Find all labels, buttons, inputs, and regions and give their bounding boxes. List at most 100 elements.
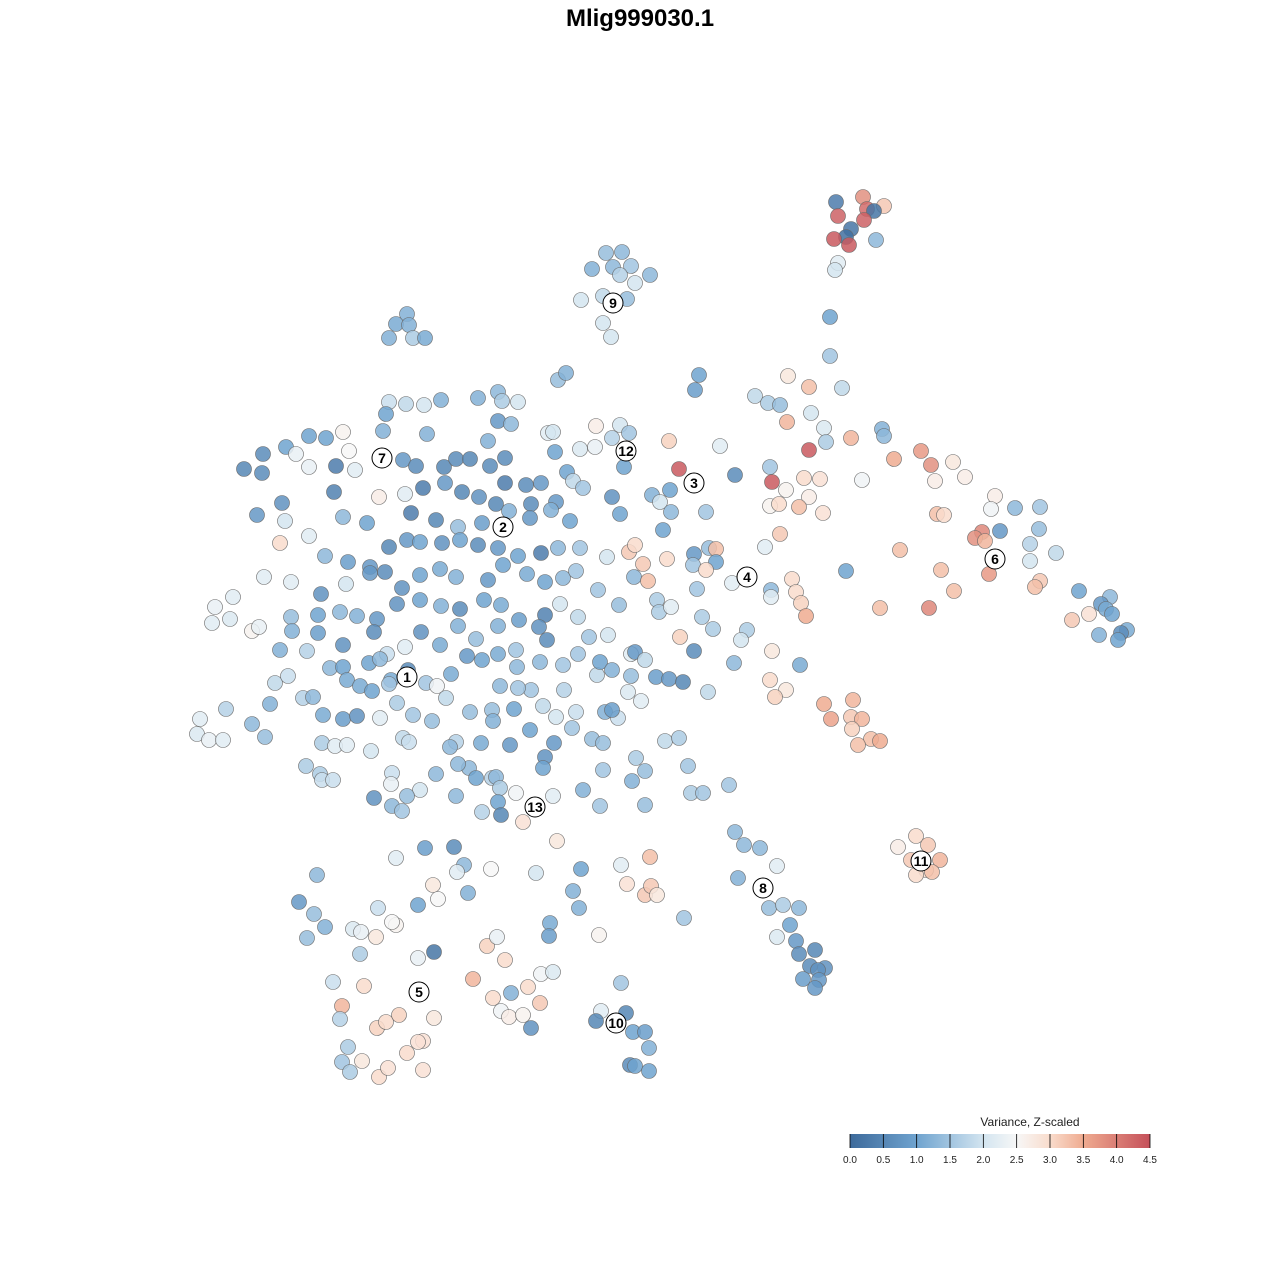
- point: [641, 1063, 657, 1079]
- point: [468, 631, 484, 647]
- point: [408, 458, 424, 474]
- cluster-label: 1: [403, 669, 411, 685]
- point: [381, 676, 397, 692]
- point: [570, 609, 586, 625]
- colorbar-tick-label: 3.0: [1043, 1155, 1057, 1166]
- point: [927, 473, 943, 489]
- point: [347, 462, 363, 478]
- point: [215, 732, 231, 748]
- point: [452, 532, 468, 548]
- point: [452, 601, 468, 617]
- point: [556, 682, 572, 698]
- point: [730, 870, 746, 886]
- point: [550, 540, 566, 556]
- point: [604, 702, 620, 718]
- point: [415, 1062, 431, 1078]
- point: [779, 414, 795, 430]
- point: [621, 425, 637, 441]
- cluster-label: 13: [527, 799, 543, 815]
- point: [637, 763, 653, 779]
- point: [353, 924, 369, 940]
- point: [528, 865, 544, 881]
- point: [657, 733, 673, 749]
- point: [262, 696, 278, 712]
- point: [532, 995, 548, 1011]
- point: [508, 785, 524, 801]
- point: [301, 528, 317, 544]
- point: [946, 583, 962, 599]
- point: [310, 625, 326, 641]
- point: [600, 627, 616, 643]
- point: [412, 534, 428, 550]
- point: [335, 424, 351, 440]
- point: [868, 232, 884, 248]
- colorbar-title: Variance, Z-scaled: [980, 1115, 1079, 1129]
- point: [818, 434, 834, 450]
- point: [822, 309, 838, 325]
- point: [410, 897, 426, 913]
- point: [438, 690, 454, 706]
- point: [449, 864, 465, 880]
- point: [856, 212, 872, 228]
- point: [305, 689, 321, 705]
- point: [592, 798, 608, 814]
- cluster-label: 8: [759, 880, 767, 896]
- point: [280, 668, 296, 684]
- point: [721, 777, 737, 793]
- point: [381, 539, 397, 555]
- point: [283, 609, 299, 625]
- point: [1071, 583, 1087, 599]
- cluster-label: 9: [609, 295, 617, 311]
- point: [450, 618, 466, 634]
- point: [509, 659, 525, 675]
- point: [573, 861, 589, 877]
- point: [977, 533, 993, 549]
- point: [764, 643, 780, 659]
- point: [473, 735, 489, 751]
- point: [736, 837, 752, 853]
- point: [834, 380, 850, 396]
- point: [791, 900, 807, 916]
- point: [575, 782, 591, 798]
- point: [436, 459, 452, 475]
- point: [401, 734, 417, 750]
- point: [515, 814, 531, 830]
- point: [635, 556, 651, 572]
- point: [428, 512, 444, 528]
- point: [503, 416, 519, 432]
- point: [762, 672, 778, 688]
- point: [503, 985, 519, 1001]
- point: [482, 458, 498, 474]
- point: [502, 737, 518, 753]
- point: [843, 430, 859, 446]
- point: [309, 867, 325, 883]
- point: [335, 659, 351, 675]
- point: [299, 643, 315, 659]
- point: [523, 682, 539, 698]
- point: [623, 258, 639, 274]
- point: [416, 397, 432, 413]
- point: [356, 978, 372, 994]
- cluster-label: 11: [914, 853, 929, 869]
- point: [301, 459, 317, 475]
- point: [641, 1040, 657, 1056]
- point: [987, 488, 1003, 504]
- point: [510, 680, 526, 696]
- point: [490, 794, 506, 810]
- point: [317, 548, 333, 564]
- point: [511, 612, 527, 628]
- point: [338, 576, 354, 592]
- point: [769, 929, 785, 945]
- point: [371, 489, 387, 505]
- point: [494, 393, 510, 409]
- point: [394, 803, 410, 819]
- colorbar-tick-label: 3.5: [1076, 1155, 1090, 1166]
- point: [424, 713, 440, 729]
- point: [369, 611, 385, 627]
- point: [637, 1024, 653, 1040]
- point: [372, 710, 388, 726]
- point: [454, 484, 470, 500]
- point: [339, 672, 355, 688]
- point: [272, 535, 288, 551]
